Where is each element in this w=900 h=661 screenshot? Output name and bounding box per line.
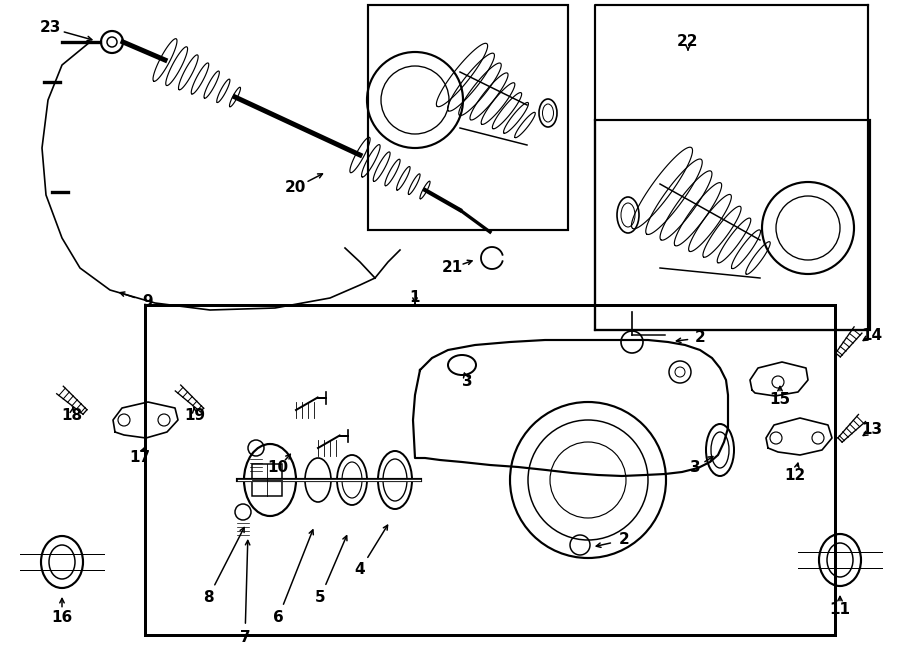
Text: 2: 2 bbox=[695, 330, 706, 346]
Bar bbox=[145, 305, 835, 635]
Text: 23: 23 bbox=[40, 20, 60, 36]
Text: 17: 17 bbox=[130, 451, 150, 465]
Text: 3: 3 bbox=[689, 461, 700, 475]
Text: 10: 10 bbox=[267, 461, 289, 475]
Text: 2: 2 bbox=[618, 533, 629, 547]
Text: 19: 19 bbox=[184, 407, 205, 422]
Text: 8: 8 bbox=[202, 590, 213, 605]
Text: 22: 22 bbox=[677, 34, 698, 50]
Text: 3: 3 bbox=[462, 375, 472, 389]
Text: 14: 14 bbox=[861, 327, 883, 342]
Text: 15: 15 bbox=[770, 393, 790, 407]
Text: 7: 7 bbox=[239, 631, 250, 646]
Text: 4: 4 bbox=[355, 563, 365, 578]
Text: 1: 1 bbox=[410, 290, 420, 305]
Text: 20: 20 bbox=[284, 180, 306, 196]
Text: 12: 12 bbox=[785, 467, 806, 483]
Bar bbox=[252, 464, 282, 496]
Text: 13: 13 bbox=[861, 422, 883, 438]
Text: 16: 16 bbox=[51, 611, 73, 625]
Text: 9: 9 bbox=[143, 295, 153, 309]
Bar bbox=[595, 120, 870, 330]
Text: 21: 21 bbox=[441, 260, 463, 276]
Bar bbox=[368, 5, 568, 230]
Text: 11: 11 bbox=[830, 602, 850, 617]
Text: 18: 18 bbox=[61, 407, 83, 422]
Text: 6: 6 bbox=[273, 611, 284, 625]
Text: 5: 5 bbox=[315, 590, 325, 605]
